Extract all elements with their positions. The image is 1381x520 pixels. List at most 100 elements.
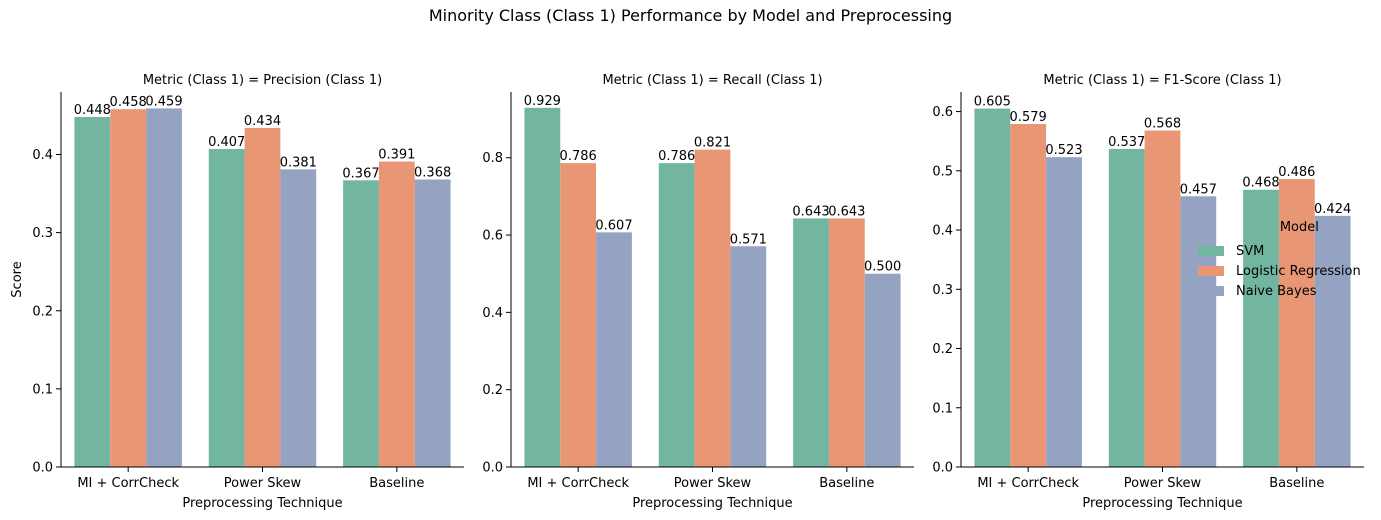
y-tick-label: 0.1 [932, 401, 953, 416]
data-label: 0.434 [244, 114, 281, 129]
x-tick-label: Baseline [1269, 476, 1324, 491]
data-label: 0.424 [1314, 202, 1351, 217]
y-tick-label: 0.0 [32, 461, 53, 476]
x-tick-label: Power Skew [1124, 476, 1202, 491]
panel-1: Metric (Class 1) = Precision (Class 1) 0.… [10, 73, 464, 511]
y-tick-label: 0.3 [932, 283, 953, 298]
y-tick-label: 0.4 [932, 224, 953, 239]
bar-naive-bayes-power-skew [280, 169, 317, 467]
y-tick-label: 0.2 [932, 342, 953, 357]
y-tick-label: 0.5 [932, 164, 953, 179]
data-label: 0.568 [1144, 117, 1181, 132]
data-label: 0.786 [560, 149, 597, 164]
y-tick-label: 0.8 [482, 151, 503, 166]
y-tick-label: 0.4 [32, 148, 53, 163]
y-tick-label: 0.0 [932, 461, 953, 476]
panel-3: Metric (Class 1) = F1-Score (Class 1) 0.6… [932, 73, 1364, 511]
bar-logistic-regression-baseline [378, 161, 415, 467]
bar-naive-bayes-power-skew [1180, 196, 1217, 468]
x-axis-label: Preprocessing Technique [182, 496, 342, 511]
bar-logistic-regression-baseline [1278, 179, 1315, 467]
data-label: 0.821 [694, 136, 731, 151]
x-axis-label: Preprocessing Technique [632, 496, 792, 511]
legend: Model SVM Logistic Regression Naive Baye… [1198, 220, 1361, 301]
y-axis-label: Score [10, 261, 25, 297]
bar-naive-bayes-mi-corrcheck [596, 232, 632, 467]
legend-item-naive-bayes: Naive Bayes [1198, 281, 1361, 301]
data-label: 0.605 [974, 95, 1011, 110]
x-tick-label: Baseline [369, 476, 424, 491]
legend-label-svm: SVM [1236, 243, 1265, 259]
bar-logistic-regression-baseline [828, 218, 865, 467]
x-tick-label: Power Skew [674, 476, 752, 491]
bar-logistic-regression-power-skew [694, 149, 731, 467]
legend-swatch-svm [1198, 246, 1224, 256]
panel-title: Metric (Class 1) = Precision (Class 1) [143, 73, 382, 88]
y-tick-label: 0.2 [482, 383, 503, 398]
bar-svm-mi-corrcheck [524, 107, 561, 467]
data-label: 0.448 [74, 103, 111, 118]
data-label: 0.367 [342, 166, 379, 181]
legend-item-svm: SVM [1198, 241, 1361, 261]
bar-naive-bayes-baseline [414, 179, 451, 467]
bar-naive-bayes-mi-corrcheck [146, 108, 182, 467]
data-label: 0.929 [524, 94, 561, 109]
data-label: 0.579 [1010, 110, 1047, 125]
bar-logistic-regression-power-skew [244, 127, 281, 467]
data-label: 0.571 [730, 232, 767, 247]
y-tick-label: 0.4 [482, 306, 503, 321]
data-label: 0.500 [864, 260, 901, 275]
legend-title: Model [1279, 220, 1319, 235]
data-label: 0.523 [1045, 143, 1082, 158]
data-label: 0.391 [378, 148, 415, 163]
x-tick-label: Baseline [819, 476, 874, 491]
bar-svm-baseline [343, 180, 379, 467]
data-label: 0.643 [792, 204, 829, 219]
legend-swatch-naive-bayes [1198, 286, 1224, 296]
data-label: 0.368 [414, 166, 451, 181]
y-tick-label: 0.3 [32, 226, 53, 241]
bar-naive-bayes-baseline [864, 273, 901, 467]
bar-svm-power-skew [208, 149, 245, 467]
bar-svm-power-skew [658, 163, 695, 467]
y-tick-label: 0.0 [482, 461, 503, 476]
data-label: 0.607 [595, 218, 632, 233]
bar-logistic-regression-mi-corrcheck [110, 109, 147, 467]
bar-logistic-regression-mi-corrcheck [560, 163, 597, 467]
data-label: 0.458 [110, 95, 147, 110]
x-axis-label: Preprocessing Technique [1082, 496, 1242, 511]
x-tick-label: MI + CorrCheck [977, 476, 1079, 491]
x-tick-label: Power Skew [224, 476, 302, 491]
legend-swatch-logistic-regression [1198, 266, 1224, 276]
bar-svm-power-skew [1108, 148, 1145, 467]
y-tick-label: 0.6 [482, 229, 503, 244]
legend-label-naive-bayes: Naive Bayes [1236, 283, 1317, 299]
legend-label-logistic-regression: Logistic Regression [1236, 263, 1361, 279]
chart-title: Minority Class (Class 1) Performance by … [428, 6, 953, 25]
panel-title: Metric (Class 1) = F1-Score (Class 1) [1043, 73, 1281, 88]
data-label: 0.381 [280, 155, 317, 170]
bar-svm-baseline [793, 218, 829, 467]
panel-title: Metric (Class 1) = Recall (Class 1) [602, 73, 822, 88]
bar-logistic-regression-mi-corrcheck [1010, 123, 1047, 467]
data-label: 0.468 [1242, 176, 1279, 191]
data-label: 0.643 [828, 204, 865, 219]
y-tick-label: 0.1 [32, 382, 53, 397]
bar-naive-bayes-power-skew [730, 246, 767, 467]
legend-item-logistic-regression: Logistic Regression [1198, 261, 1361, 281]
data-label: 0.786 [658, 149, 695, 164]
panel-2: Metric (Class 1) = Recall (Class 1) 0.929… [482, 73, 914, 511]
data-label: 0.486 [1278, 165, 1315, 180]
data-label: 0.457 [1180, 182, 1217, 197]
bar-svm-mi-corrcheck [74, 117, 111, 467]
y-tick-label: 0.2 [32, 304, 53, 319]
x-tick-label: MI + CorrCheck [77, 476, 179, 491]
data-label: 0.537 [1108, 135, 1145, 150]
y-tick-label: 0.6 [932, 105, 953, 120]
bar-logistic-regression-power-skew [1144, 130, 1181, 467]
data-label: 0.459 [145, 94, 182, 109]
bar-svm-baseline [1243, 189, 1279, 467]
bar-naive-bayes-mi-corrcheck [1046, 157, 1082, 467]
bar-svm-mi-corrcheck [974, 108, 1011, 467]
